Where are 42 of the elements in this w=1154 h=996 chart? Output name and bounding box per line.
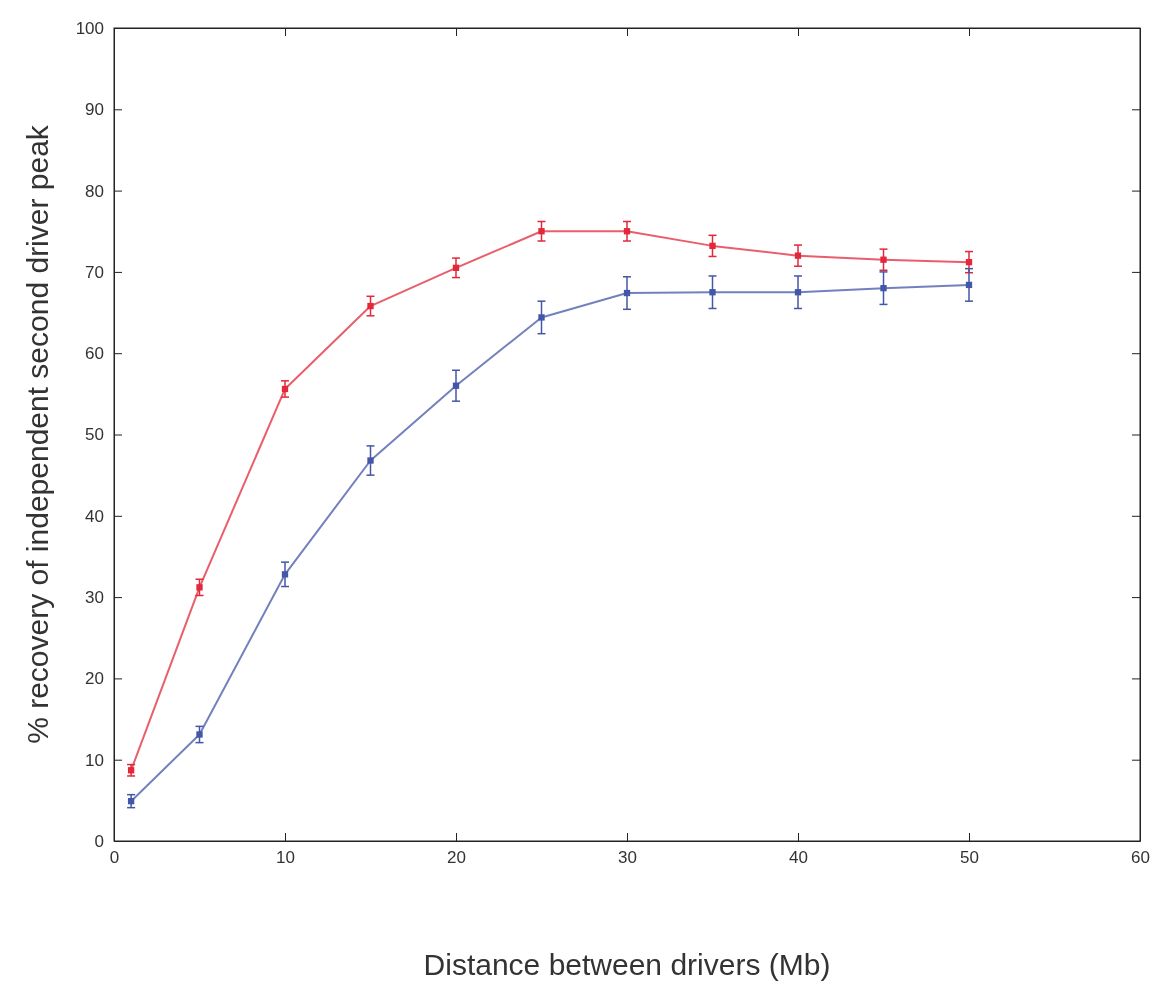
point: [127, 767, 135, 774]
point: [794, 252, 802, 259]
point: [794, 289, 802, 296]
x-tick-label: 0: [109, 848, 120, 868]
point: [367, 302, 374, 310]
point: [965, 258, 973, 266]
point: [623, 289, 631, 297]
x-axis-title: Distance between drivers (Mb): [423, 948, 831, 981]
y-tick-label: 60: [85, 344, 104, 364]
y-tick-label: 70: [85, 262, 104, 282]
point: [965, 281, 973, 289]
point: [281, 385, 289, 393]
y-tick-label: 100: [75, 18, 104, 38]
point: [709, 242, 716, 250]
point: [709, 289, 716, 296]
point: [127, 798, 135, 805]
point: [880, 256, 887, 263]
point: [196, 584, 203, 591]
x-tick-label: 20: [447, 848, 466, 868]
point: [880, 285, 887, 292]
y-tick-label: 80: [85, 181, 104, 201]
x-tick-label: 40: [789, 848, 808, 868]
y-axis-title: % recovery of independent second driver peak: [21, 124, 54, 744]
x-tick-label: 30: [618, 848, 637, 868]
y-tick-label: 0: [94, 831, 104, 851]
point: [281, 571, 289, 578]
point: [538, 314, 545, 321]
point: [623, 228, 631, 235]
y-tick-label: 20: [85, 669, 104, 689]
y-tick-label: 30: [85, 588, 104, 608]
x-tick-label: 10: [276, 848, 295, 868]
y-tick-label: 40: [85, 506, 104, 526]
point: [538, 228, 545, 235]
x-tick-label: 50: [960, 848, 979, 868]
point: [196, 731, 203, 738]
point: [367, 457, 374, 464]
y-tick-label: 10: [85, 750, 104, 770]
x-tick-label: 60: [1131, 848, 1150, 868]
point: [452, 264, 460, 271]
y-tick-label: 50: [85, 425, 104, 445]
y-tick-label: 90: [85, 100, 104, 120]
point: [452, 382, 460, 389]
